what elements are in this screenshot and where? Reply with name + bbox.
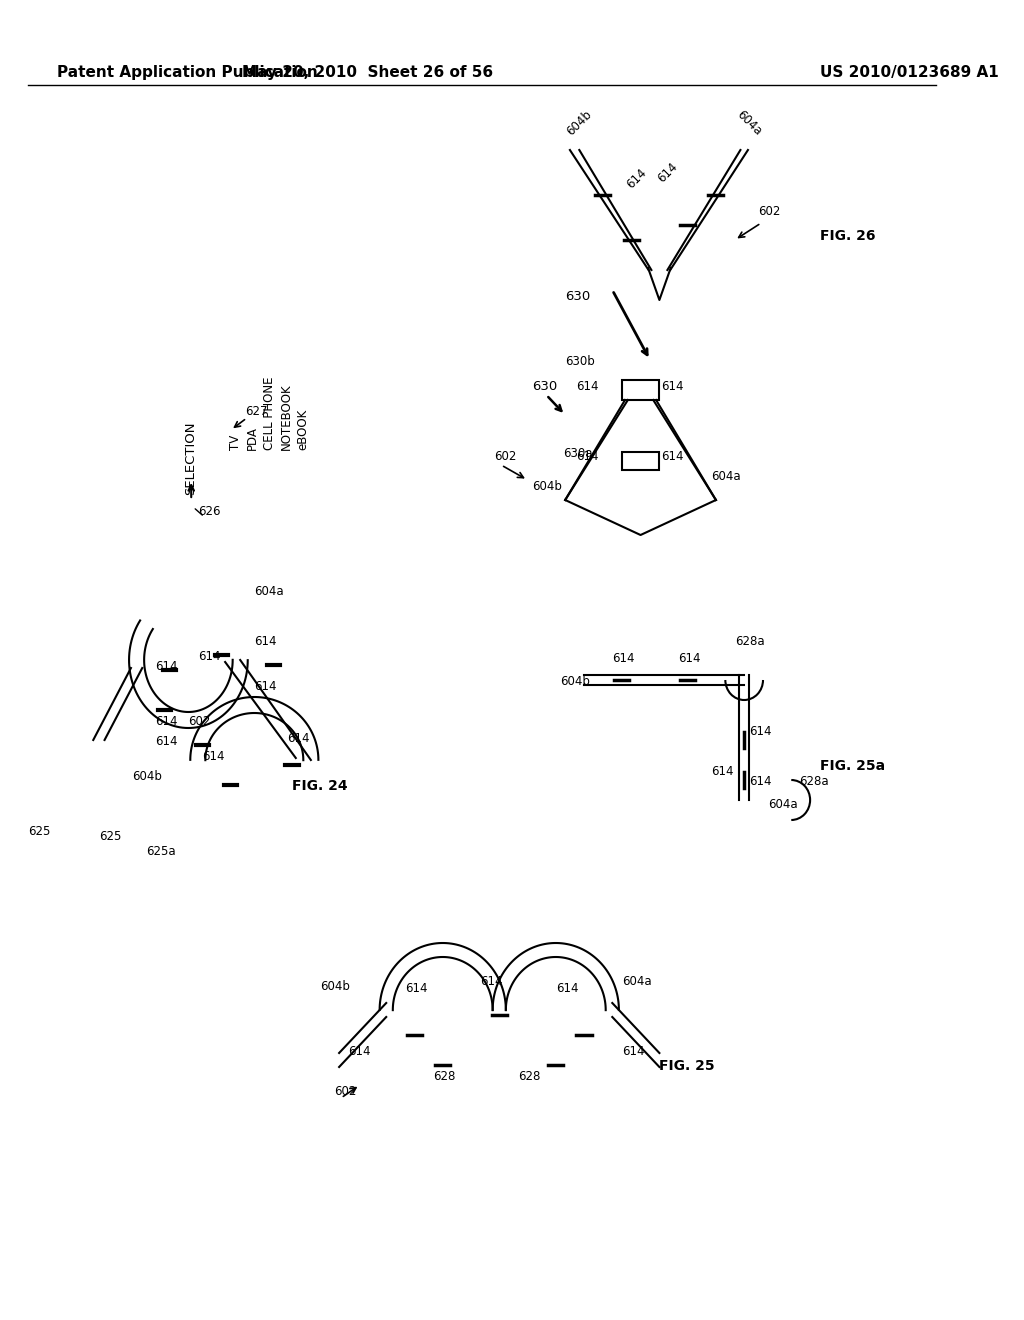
- Text: 614: 614: [198, 649, 220, 663]
- Text: 614: 614: [749, 775, 771, 788]
- Text: 604b: 604b: [560, 675, 591, 688]
- Text: Patent Application Publication: Patent Application Publication: [56, 65, 317, 79]
- Text: 602: 602: [335, 1085, 356, 1098]
- Text: 614: 614: [577, 450, 599, 463]
- Text: 630: 630: [532, 380, 557, 393]
- Text: FIG. 25a: FIG. 25a: [819, 759, 885, 774]
- Bar: [622, 380, 659, 400]
- Text: 625: 625: [99, 830, 121, 843]
- Text: 614: 614: [406, 982, 428, 995]
- Text: 602: 602: [759, 205, 780, 218]
- Text: US 2010/0123689 A1: US 2010/0123689 A1: [819, 65, 998, 79]
- Text: 630: 630: [565, 290, 591, 304]
- Text: 627: 627: [245, 405, 267, 418]
- Text: 614: 614: [254, 635, 276, 648]
- Text: 614: 614: [577, 380, 599, 393]
- Text: 614: 614: [624, 166, 648, 191]
- Text: 614: 614: [254, 680, 276, 693]
- Text: 604a: 604a: [768, 799, 798, 810]
- Text: CELL PHONE: CELL PHONE: [263, 376, 275, 450]
- Text: 604a: 604a: [622, 975, 651, 987]
- Text: 604a: 604a: [254, 585, 284, 598]
- Text: 614: 614: [654, 160, 680, 185]
- Text: 604b: 604b: [532, 480, 562, 492]
- Text: 628a: 628a: [799, 775, 828, 788]
- Text: 614: 614: [662, 450, 684, 463]
- Text: 614: 614: [712, 766, 734, 777]
- Text: 614: 614: [612, 652, 635, 665]
- Text: 628: 628: [433, 1071, 456, 1082]
- Bar: [622, 451, 659, 470]
- Text: 630a: 630a: [563, 447, 593, 459]
- Text: 602: 602: [495, 450, 517, 463]
- Text: 614: 614: [156, 715, 178, 729]
- Text: 604a: 604a: [712, 470, 740, 483]
- Text: 604b: 604b: [321, 979, 350, 993]
- Text: 614: 614: [156, 660, 178, 673]
- Text: 628: 628: [518, 1071, 541, 1082]
- Text: 614: 614: [622, 1045, 644, 1059]
- Text: 604b: 604b: [132, 770, 162, 783]
- Text: May 20, 2010  Sheet 26 of 56: May 20, 2010 Sheet 26 of 56: [242, 65, 493, 79]
- Text: 602: 602: [188, 715, 211, 729]
- Text: eBOOK: eBOOK: [297, 409, 310, 450]
- Text: FIG. 24: FIG. 24: [292, 779, 347, 793]
- Text: TV: TV: [229, 434, 242, 450]
- Text: 628a: 628a: [735, 635, 764, 648]
- Text: 614: 614: [678, 652, 700, 665]
- Text: 614: 614: [288, 733, 310, 744]
- Text: 630b: 630b: [565, 355, 595, 368]
- Text: NOTEBOOK: NOTEBOOK: [280, 383, 293, 450]
- Text: 604a: 604a: [734, 108, 764, 139]
- Text: 614: 614: [662, 380, 684, 393]
- Text: 626: 626: [198, 506, 220, 517]
- Text: 614: 614: [556, 982, 579, 995]
- Text: 614: 614: [749, 725, 771, 738]
- Text: 614: 614: [480, 975, 503, 987]
- Text: PDA: PDA: [246, 426, 259, 450]
- Text: 614: 614: [203, 750, 225, 763]
- Text: 614: 614: [156, 735, 178, 748]
- Text: 625: 625: [29, 825, 50, 838]
- Text: 604b: 604b: [564, 108, 595, 139]
- Text: FIG. 25: FIG. 25: [659, 1059, 715, 1073]
- Text: 614: 614: [348, 1045, 371, 1059]
- Text: FIG. 26: FIG. 26: [819, 228, 876, 243]
- Text: 625a: 625a: [146, 845, 176, 858]
- Text: SELECTION: SELECTION: [183, 421, 197, 495]
